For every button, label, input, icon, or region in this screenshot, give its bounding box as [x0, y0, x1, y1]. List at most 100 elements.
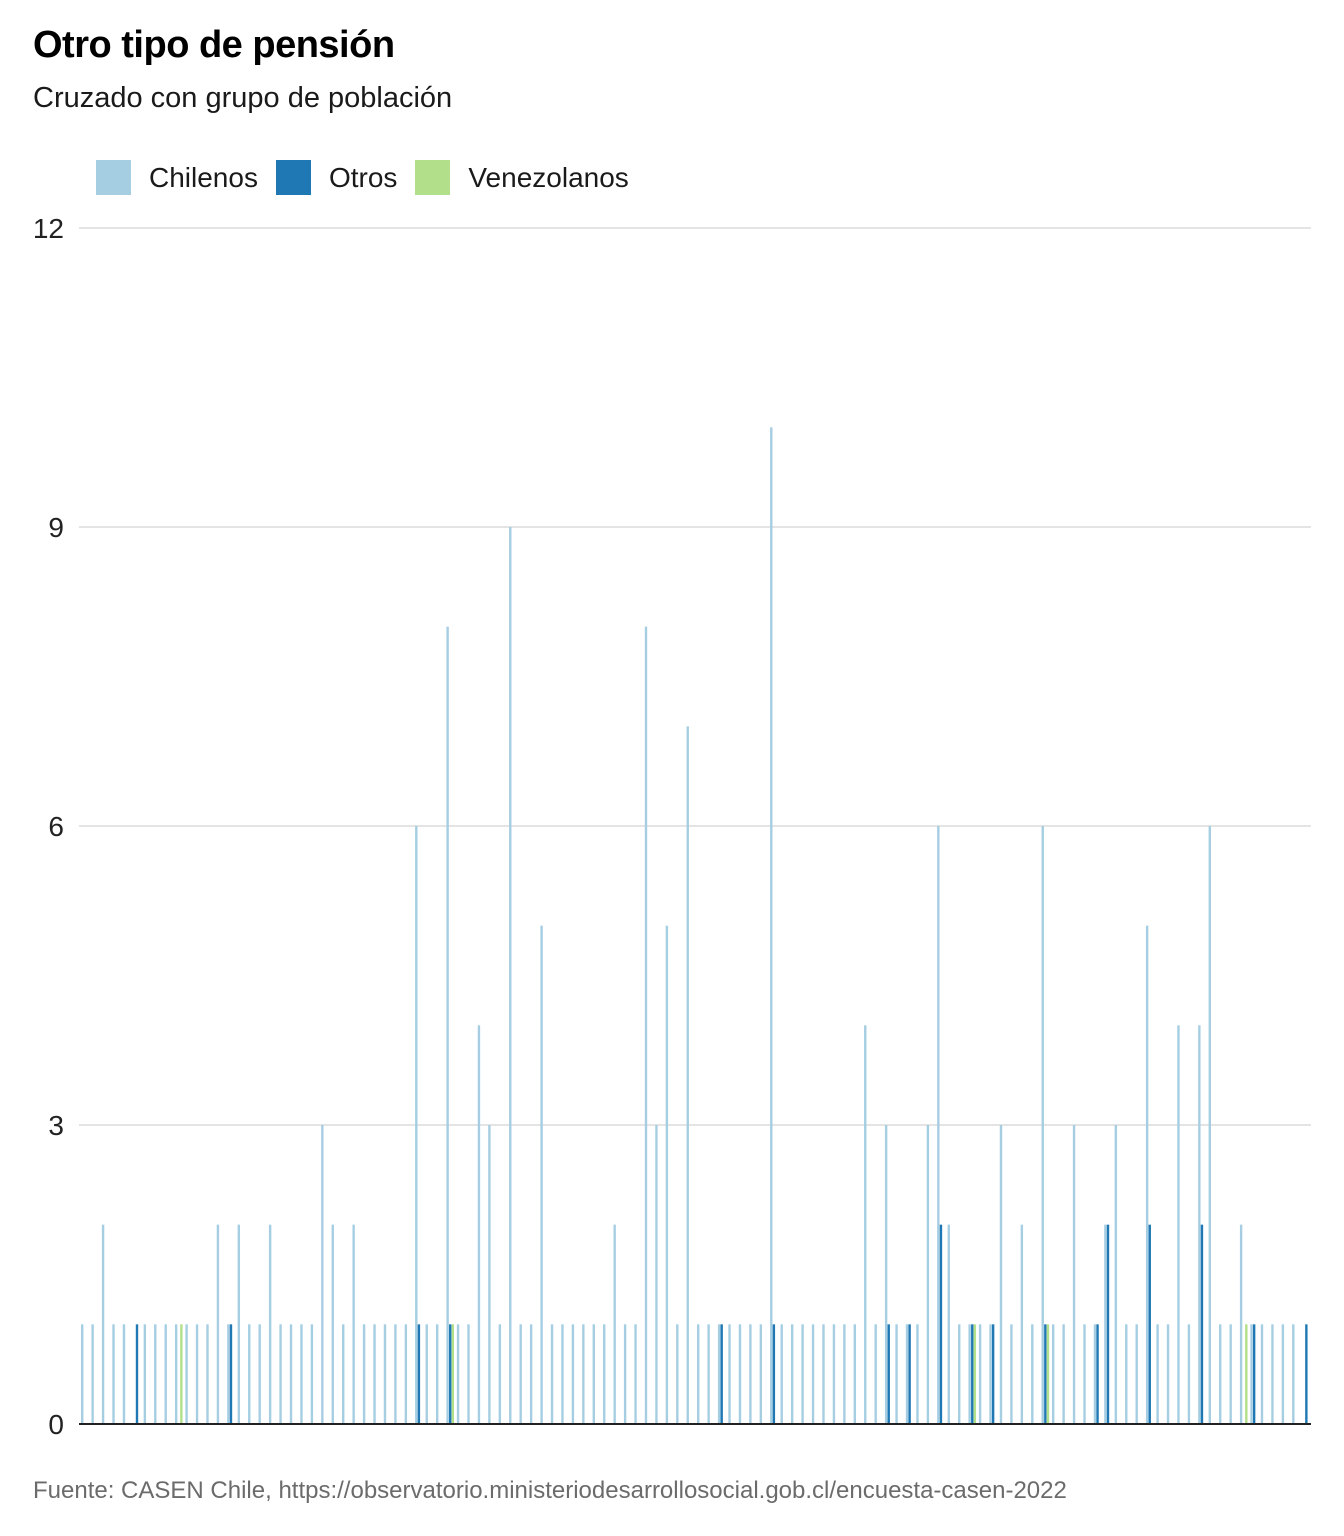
legend-label-venezolanos: Venezolanos	[468, 161, 629, 193]
bar-chilenos	[206, 1324, 209, 1424]
bar-chilenos	[1250, 1324, 1253, 1424]
bar-otros	[720, 1324, 723, 1424]
bar-chilenos	[1062, 1324, 1065, 1424]
bar-chilenos	[968, 1324, 971, 1424]
chart-title: Otro tipo de pensión	[33, 24, 395, 66]
bar-chilenos	[1156, 1324, 1159, 1424]
bar-chilenos	[874, 1324, 877, 1424]
legend: Chilenos Otros Venezolanos	[96, 160, 647, 195]
bar-chilenos	[770, 427, 773, 1424]
bar-chilenos	[1125, 1324, 1128, 1424]
y-tick-label: 3	[48, 1110, 64, 1141]
bar-chilenos	[811, 1324, 815, 1424]
bar-chilenos	[300, 1324, 303, 1424]
bar-chilenos	[1041, 826, 1044, 1424]
bar-chilenos	[310, 1324, 314, 1424]
bar-chilenos	[697, 1324, 700, 1424]
bar-chilenos	[540, 925, 543, 1424]
bar-chilenos	[603, 1324, 606, 1424]
bar-chilenos	[446, 626, 449, 1424]
bar-chilenos	[91, 1324, 94, 1424]
bar-chilenos	[1271, 1324, 1274, 1424]
bar-chilenos	[1177, 1025, 1180, 1424]
bar-chilenos	[1166, 1324, 1170, 1424]
bar-chilenos	[101, 1224, 105, 1424]
bar-chilenos	[373, 1324, 376, 1424]
bar-chilenos	[1219, 1324, 1222, 1424]
bar-chilenos	[164, 1324, 167, 1424]
bar-chilenos	[237, 1224, 241, 1424]
bar-chilenos	[216, 1224, 220, 1424]
bar-chilenos	[519, 1324, 522, 1424]
bar-chilenos	[529, 1324, 533, 1424]
bar-chilenos	[801, 1324, 804, 1424]
bar-otros	[887, 1324, 890, 1424]
bar-otros	[908, 1324, 911, 1424]
bar-chilenos	[895, 1324, 898, 1424]
bar-otros	[1305, 1324, 1308, 1424]
bar-otros	[939, 1224, 943, 1424]
bar-chilenos	[644, 626, 648, 1424]
y-tick-label: 0	[48, 1409, 64, 1440]
bar-chilenos	[937, 826, 940, 1424]
bar-chilenos	[686, 726, 689, 1424]
bar-chilenos	[456, 1324, 460, 1424]
legend-item-venezolanos[interactable]: Venezolanos	[415, 160, 629, 195]
bar-chilenos	[1260, 1324, 1264, 1424]
bar-chilenos	[561, 1324, 564, 1424]
bar-chilenos	[1010, 1324, 1013, 1424]
bar-chilenos	[488, 1125, 491, 1424]
bar-chilenos	[81, 1324, 84, 1424]
bar-chilenos	[707, 1324, 710, 1424]
bar-chilenos	[978, 1324, 982, 1424]
bar-otros	[135, 1324, 139, 1424]
bar-chilenos	[404, 1324, 408, 1424]
bar-chilenos	[884, 1125, 888, 1424]
bar-chilenos	[415, 826, 418, 1424]
bar-chilenos	[143, 1324, 147, 1424]
bar-chilenos	[1114, 1125, 1118, 1424]
bar-chilenos	[749, 1324, 752, 1424]
bar-otros	[229, 1324, 233, 1424]
bar-chilenos	[1031, 1324, 1034, 1424]
bar-chilenos	[582, 1324, 585, 1424]
bar-venezolanos	[451, 1324, 455, 1424]
bar-chilenos	[279, 1324, 282, 1424]
bar-chilenos	[999, 1125, 1003, 1424]
bar-chilenos	[958, 1324, 961, 1424]
bar-chilenos	[467, 1324, 470, 1424]
bar-chilenos	[477, 1025, 481, 1424]
bar-chilenos	[822, 1324, 825, 1424]
bar-venezolanos	[973, 1324, 977, 1424]
legend-item-chilenos[interactable]: Chilenos	[96, 160, 258, 195]
legend-item-otros[interactable]: Otros	[275, 160, 398, 195]
bar-chilenos	[592, 1324, 595, 1424]
bar-chilenos	[790, 1324, 794, 1424]
bar-chilenos	[843, 1324, 846, 1424]
legend-label-otros: Otros	[328, 161, 398, 193]
bar-chilenos	[916, 1324, 919, 1424]
bar-otros	[1200, 1224, 1204, 1424]
bar-otros	[1096, 1324, 1099, 1424]
bar-chilenos	[154, 1324, 157, 1424]
bar-chilenos	[864, 1025, 867, 1424]
bar-chilenos	[1051, 1324, 1055, 1424]
bar-chilenos	[1229, 1324, 1232, 1424]
bar-chilenos	[1239, 1224, 1243, 1424]
chart-subtitle: Cruzado con grupo de población	[33, 82, 453, 114]
bar-chilenos	[1187, 1324, 1191, 1424]
bar-chilenos	[342, 1324, 345, 1424]
bar-chilenos	[832, 1324, 836, 1424]
bar-chilenos	[321, 1125, 324, 1424]
legend-swatch-otros	[275, 160, 311, 195]
y-tick-label: 9	[48, 512, 64, 543]
bar-chilenos	[195, 1324, 199, 1424]
bar-chilenos	[1281, 1324, 1285, 1424]
bar-venezolanos	[1245, 1324, 1248, 1424]
bar-otros	[417, 1324, 421, 1424]
legend-swatch-chilenos	[96, 160, 131, 195]
bar-chilenos	[498, 1324, 502, 1424]
bar-chilenos	[1198, 1025, 1201, 1424]
bar-otros	[449, 1324, 452, 1424]
